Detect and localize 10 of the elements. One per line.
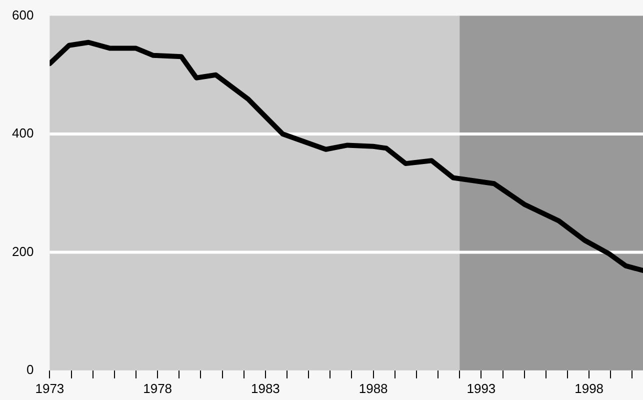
y-tick-label: 200 — [12, 244, 34, 259]
x-tick-label: 1998 — [574, 380, 604, 396]
x-tick-label: 1983 — [250, 380, 280, 396]
x-tick-label: 1993 — [466, 380, 496, 396]
y-tick-label: 0 — [26, 362, 34, 377]
x-tick-label: 1988 — [358, 380, 388, 396]
x-tick-label: 1978 — [143, 380, 172, 396]
y-tick-label: 400 — [12, 126, 34, 141]
x-tick-label: 1973 — [35, 380, 64, 396]
y-tick-label: 600 — [12, 7, 34, 22]
